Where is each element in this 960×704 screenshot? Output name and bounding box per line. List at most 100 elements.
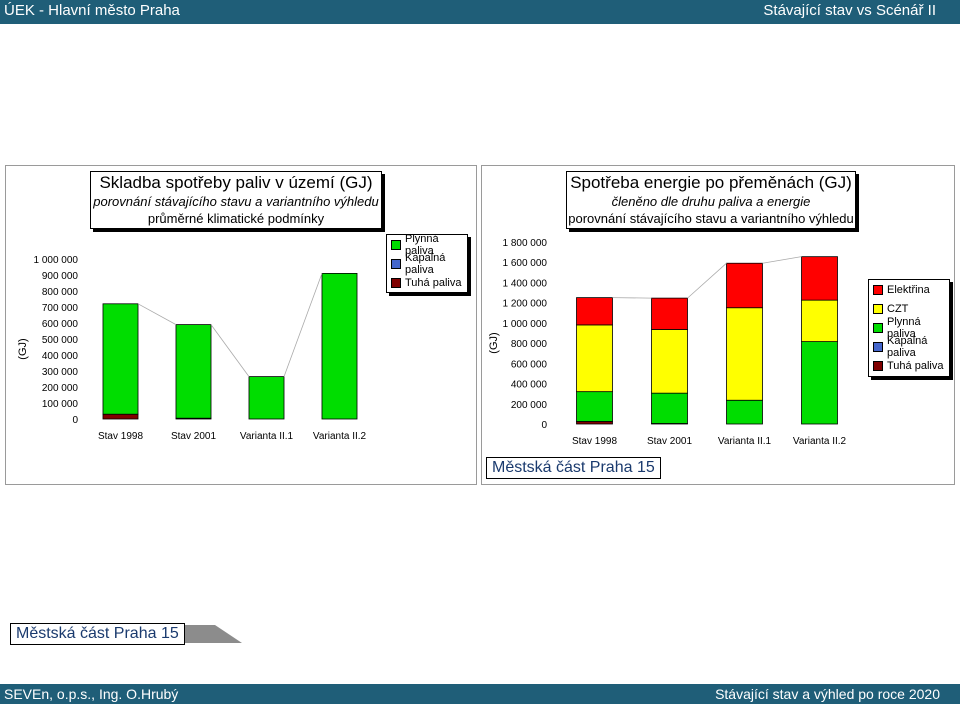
right-chart-bar-czt-3 [726,307,763,401]
left-chart-category-label: Varianta II.2 [313,431,367,442]
left-chart-ytick-label: 100 000 [42,399,79,410]
right-chart-panel: Spotřeba energie po přeměnách (GJ) členě… [481,165,955,485]
left-fuel-chart: 0 100 000 200 000 300 000 400 000 500 000 600 … [17,255,367,442]
left-chart-title-unit: (GJ) [339,173,373,192]
left-area-label: Městská část Praha 15 [10,623,185,645]
right-chart-ytick-label: 600 000 [511,359,548,370]
right-chart-title-box: Spotřeba energie po přeměnách (GJ) členě… [566,171,856,229]
left-chart-panel: Skladba spotřeby paliv v území (GJ) poro… [5,165,477,645]
right-chart-subtitle-2: porovnání stávajícího stavu a variantníh… [568,211,854,226]
right-chart-category-label: Stav 1998 [572,436,617,447]
right-chart-legend-label: Elektřina [887,283,930,296]
right-chart-legend-item-czt: CZT [869,299,949,318]
right-chart-legend: Elektřina CZT Plynná paliva Kapalná paliva T… [868,279,950,377]
right-chart-bar-elektrina-3 [726,262,763,309]
right-chart-ytick-label: 0 [541,420,547,431]
right-chart-legend-item-kapalna-paliva: Kapalná paliva [869,334,949,359]
header-bar: ÚEK - Hlavní město Praha Stávající stav … [0,0,960,24]
right-chart-ytick-label: 1 600 000 [503,258,548,269]
right-area-label: Městská část Praha 15 [486,457,661,479]
left-chart-connector-line [137,303,177,325]
left-chart-title: Skladba spotřeby paliv v území [99,173,335,192]
right-chart-legend-swatch [873,284,883,295]
right-chart-legend-swatch [873,360,883,371]
left-chart-legend-label: Tuhá paliva [405,276,462,289]
left-chart-ytick-label: 1 000 000 [34,255,79,266]
left-chart-connector-line [210,324,250,377]
left-chart-ytick-label: 700 000 [42,303,79,314]
right-chart-bar-plynna-paliva-4 [801,341,838,425]
left-chart-bar-plynna-paliva-1 [102,303,139,415]
left-chart-bar-plynna-paliva-2 [175,324,212,419]
footer-left-text: SEVEn, o.p.s., Ing. O.Hrubý [4,686,179,702]
right-chart-legend-label: Plynná paliva [887,315,921,340]
right-chart-legend-label: Kapalná paliva [887,334,928,359]
right-chart-title-unit: (GJ) [818,173,852,192]
left-chart-legend-item-tuha-paliva: Tuhá paliva [387,273,467,292]
left-chart-ytick-label: 600 000 [42,319,79,330]
left-chart-legend: Plynná paliva Kapalná paliva Tuhá paliva [386,232,468,293]
right-chart-legend-item-tuha-paliva: Tuhá paliva [869,356,949,375]
left-chart-subtitle-1: porovnání stávajícího stavu a variantníh… [93,194,379,209]
right-chart-ytick-label: 1 400 000 [503,278,548,289]
left-chart-legend-swatch [391,258,401,269]
right-chart-category-label: Stav 2001 [647,436,692,447]
right-chart-ytick-label: 800 000 [511,339,548,350]
left-chart-ytick-label: 800 000 [42,287,79,298]
left-chart-legend-swatch [391,277,401,288]
footer-bar: SEVEn, o.p.s., Ing. O.Hrubý Stávající st… [0,684,960,704]
left-chart-category-label: Stav 2001 [171,431,216,442]
right-chart-legend-swatch [873,341,883,352]
right-chart-bar-plynna-paliva-1 [576,391,613,422]
left-chart-legend-item-kapalna-paliva: Kapalná paliva [387,251,467,276]
left-chart-ylabel: (GJ) [17,338,29,359]
right-chart-bar-elektrina-1 [576,297,613,326]
right-chart-bar-elektrina-2 [651,297,688,330]
left-chart-ytick-label: 300 000 [42,367,79,378]
right-chart-ytick-label: 1 000 000 [503,319,548,330]
right-chart-legend-item-plynna-paliva: Plynná paliva [869,315,949,340]
right-chart-title: Spotřeba energie po přeměnách [570,173,815,192]
right-chart-bar-plynna-paliva-2 [651,392,688,424]
left-chart-legend-label: Plynná paliva [405,232,439,257]
right-chart-ylabel: (GJ) [488,332,500,353]
left-chart-subtitle-2: průměrné klimatické podmínky [147,211,325,226]
left-chart-title-box: Skladba spotřeby paliv v území (GJ) poro… [90,171,382,229]
right-chart-bar-plynna-paliva-3 [726,399,763,425]
left-chart-ytick-label: 400 000 [42,351,79,362]
right-chart-connector-line [687,262,727,299]
left-chart-ytick-label: 900 000 [42,271,79,282]
right-chart-legend-label: CZT [887,302,909,315]
right-chart-ytick-label: 1 200 000 [503,299,548,310]
right-chart-connector-line [612,297,652,299]
right-chart-legend-label: Tuhá paliva [887,359,944,372]
right-chart-bar-czt-2 [651,329,688,394]
right-chart-legend-swatch [873,303,883,314]
right-chart-category-label: Varianta II.2 [793,436,847,447]
left-chart-category-label: Varianta II.1 [240,431,294,442]
right-chart-connector-line [762,256,802,264]
left-chart-connector-line [283,273,323,377]
left-chart-ytick-label: 0 [72,415,78,426]
header-left-title: ÚEK - Hlavní město Praha [4,2,180,19]
right-chart-ytick-label: 200 000 [511,400,548,411]
left-chart-bar-tuha-paliva-1 [102,413,139,420]
left-chart-ytick-label: 200 000 [42,383,79,394]
right-chart-bar-elektrina-4 [801,256,838,301]
right-chart-bar-czt-1 [576,324,613,393]
left-chart-legend-label: Kapalná paliva [405,251,446,276]
header-right-title: Stávající stav vs Scénář II [763,2,936,19]
right-chart-ytick-label: 400 000 [511,380,548,391]
right-chart-legend-item-elektrina: Elektřina [869,280,949,299]
right-energy-chart: 0 200 000 400 000 600 000 800 000 1 000 000 1 … [488,238,847,447]
right-chart-bar-czt-4 [801,299,838,342]
right-chart-legend-swatch [873,322,883,333]
right-chart-subtitle-1: členěno dle druhu paliva a energie [611,194,811,209]
left-chart-bar-plynna-paliva-4 [321,273,358,420]
left-chart-bar-plynna-paliva-3 [248,376,285,420]
left-chart-category-label: Stav 1998 [98,431,143,442]
right-chart-ytick-label: 1 800 000 [503,238,548,249]
left-chart-legend-item-plynna-paliva: Plynná paliva [387,232,467,257]
left-chart-legend-swatch [391,239,401,250]
footer-right-text: Stávající stav a výhled po roce 2020 [715,686,940,702]
